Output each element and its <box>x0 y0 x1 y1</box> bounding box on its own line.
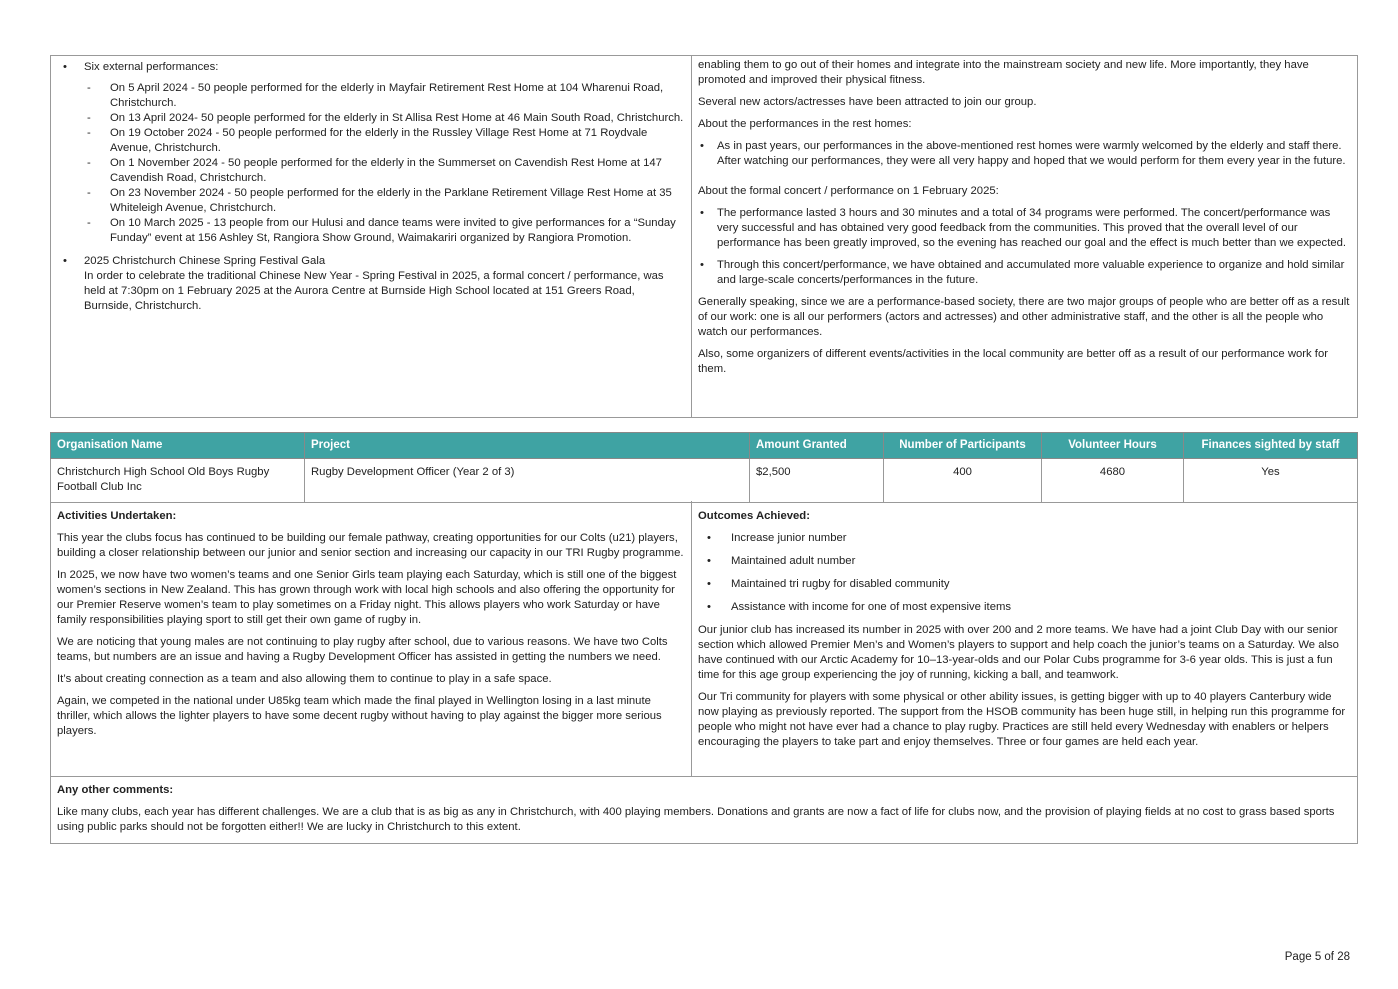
header-organisation: Organisation Name <box>50 432 305 459</box>
amount-granted: $2,500 <box>749 458 884 503</box>
outcomes-column: enabling them to go out of their homes a… <box>692 56 1357 417</box>
paragraph: It’s about creating connection as a team… <box>57 673 552 685</box>
paragraph: Our junior club has increased its number… <box>698 624 1339 681</box>
list-item: Maintained adult number <box>698 554 1351 569</box>
header-participants: Number of Participants <box>883 432 1042 459</box>
list-item: Increase junior number <box>698 531 1351 546</box>
paragraph: Several new actors/actresses have been a… <box>698 96 1037 108</box>
list-item: Assistance with income for one of most e… <box>698 600 1351 615</box>
paragraph: About the performances in the rest homes… <box>698 118 912 130</box>
paragraph: About the formal concert / performance o… <box>698 185 999 197</box>
page-number: Page 5 of 28 <box>1284 951 1350 963</box>
activities-heading: Activities Undertaken: <box>57 510 177 522</box>
list-item: Maintained tri rugby for disabled commun… <box>698 577 1351 592</box>
organisation-name: Christchurch High School Old Boys Rugby … <box>50 458 305 503</box>
grant-table: Organisation Name Project Amount Granted… <box>50 432 1358 503</box>
participants: 400 <box>883 458 1042 503</box>
paragraph: Our Tri community for players with some … <box>698 691 1346 748</box>
header-amount: Amount Granted <box>749 432 884 459</box>
gala-title: 2025 Christchurch Chinese Spring Festiva… <box>84 255 326 267</box>
finances-sighted: Yes <box>1183 458 1358 503</box>
gala-text: In order to celebrate the traditional Ch… <box>84 270 664 312</box>
list-item: 2025 Christchurch Chinese Spring Festiva… <box>61 254 685 314</box>
comments-text: Like many clubs, each year has different… <box>57 806 1335 833</box>
header-finances: Finances sighted by staff <box>1183 432 1358 459</box>
list-item: As in past years, our performances in th… <box>698 139 1351 169</box>
table-header-row: Organisation Name Project Amount Granted… <box>50 432 1358 459</box>
paragraph: Again, we competed in the national under… <box>57 695 662 737</box>
performance-item: On 19 October 2024 - 50 people performed… <box>61 126 685 156</box>
activities-outcomes-section: Activities Undertaken: This year the clu… <box>50 501 1358 777</box>
paragraph: This year the clubs focus has continued … <box>57 532 684 559</box>
project: Rugby Development Officer (Year 2 of 3) <box>304 458 750 503</box>
paragraph: We are noticing that young males are not… <box>57 636 668 663</box>
volunteer-hours: 4680 <box>1041 458 1184 503</box>
performance-item: On 13 April 2024- 50 people performed fo… <box>61 111 685 126</box>
previous-report-section: Six external performances: On 5 April 20… <box>50 55 1358 418</box>
header-volunteer-hours: Volunteer Hours <box>1041 432 1184 459</box>
comments-heading: Any other comments: <box>57 784 174 796</box>
outcomes-heading: Outcomes Achieved: <box>698 510 810 522</box>
list-item: The performance lasted 3 hours and 30 mi… <box>698 206 1351 251</box>
outcomes-column: Outcomes Achieved: Increase junior numbe… <box>692 501 1357 776</box>
activities-column: Activities Undertaken: This year the clu… <box>51 501 692 776</box>
performance-item: On 1 November 2024 - 50 people performed… <box>61 156 685 186</box>
list-item: Six external performances: <box>61 60 685 75</box>
paragraph: enabling them to go out of their homes a… <box>698 59 1309 86</box>
paragraph: In 2025, we now have two women’s teams a… <box>57 569 677 626</box>
performance-item: On 23 November 2024 - 50 people performe… <box>61 186 685 216</box>
comments-section: Any other comments: Like many clubs, eac… <box>50 776 1358 844</box>
list-item: Through this concert/performance, we hav… <box>698 258 1351 288</box>
header-project: Project <box>304 432 750 459</box>
performances-column: Six external performances: On 5 April 20… <box>51 56 692 417</box>
performance-item: On 10 March 2025 - 13 people from our Hu… <box>61 216 685 246</box>
paragraph: Generally speaking, since we are a perfo… <box>698 296 1350 338</box>
table-row: Christchurch High School Old Boys Rugby … <box>50 458 1358 503</box>
paragraph: Also, some organizers of different event… <box>698 348 1328 375</box>
performance-item: On 5 April 2024 - 50 people performed fo… <box>61 81 685 111</box>
